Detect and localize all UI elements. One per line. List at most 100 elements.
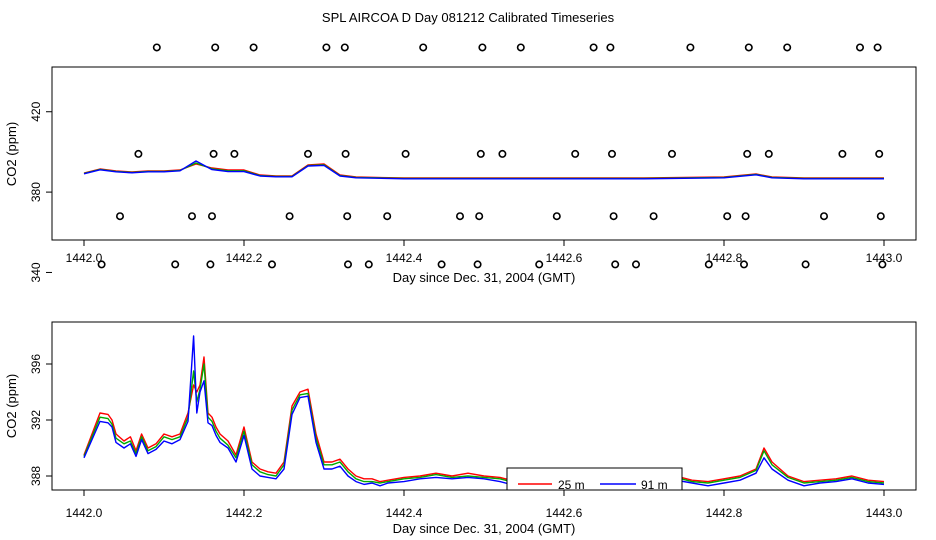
calibration-marker [97, 260, 106, 269]
bottom-plot-frame [51, 321, 917, 491]
calibration-marker [819, 212, 828, 221]
calibration-marker [116, 212, 125, 221]
calibration-marker [649, 212, 658, 221]
series-line-2 [83, 160, 884, 180]
calibration-marker [152, 43, 161, 52]
calibration-marker [206, 260, 215, 269]
calibration-marker [704, 260, 713, 269]
x-tick-label: 1443.0 [866, 251, 903, 265]
top-y-axis-label: CO2 (ppm) [4, 122, 19, 186]
calibration-marker [739, 260, 748, 269]
bottom-y-axis: 388 392 396 [29, 354, 52, 486]
calibration-marker [383, 212, 392, 221]
y-tick-label: 392 [29, 410, 43, 430]
calibration-marker [589, 43, 598, 52]
calibration-marker [209, 149, 218, 158]
calibration-marker [873, 43, 882, 52]
legend: 25 m 91 m [506, 467, 683, 492]
x-tick-label: 1442.0 [66, 251, 103, 265]
calibration-marker [783, 43, 792, 52]
calibration-marker [267, 260, 276, 269]
calibration-marker [723, 212, 732, 221]
calibration-marker [476, 149, 485, 158]
x-tick-label: 1442.4 [386, 506, 423, 520]
calibration-marker [475, 212, 484, 221]
calibration-marker [285, 212, 294, 221]
legend-label-25m: 25 m [558, 478, 585, 492]
chart-title: SPL AIRCOA D Day 081212 Calibrated Times… [322, 10, 615, 25]
x-tick-label: 1442.6 [546, 251, 583, 265]
y-tick-label: 396 [29, 354, 43, 374]
calibration-marker [437, 260, 446, 269]
bottom-y-axis-label: CO2 (ppm) [4, 374, 19, 438]
calibration-marker [211, 43, 220, 52]
series-line-1 [83, 363, 885, 484]
x-tick-label: 1442.8 [706, 251, 743, 265]
calibration-marker [878, 260, 887, 269]
calibration-marker [838, 149, 847, 158]
calibration-marker [606, 43, 615, 52]
calibration-marker [686, 43, 695, 52]
calibration-marker [498, 149, 507, 158]
bottom-series-lines [83, 335, 885, 487]
calibration-marker [876, 212, 885, 221]
calibration-marker [208, 212, 217, 221]
calibration-marker [322, 43, 331, 52]
calibration-marker [535, 260, 544, 269]
top-x-axis-label: Day since Dec. 31, 2004 (GMT) [393, 270, 576, 285]
calibration-marker [855, 43, 864, 52]
calibration-marker [743, 149, 752, 158]
calibration-marker [571, 149, 580, 158]
calibration-marker [744, 43, 753, 52]
y-tick-label: 340 [29, 262, 43, 282]
legend-label-91m: 91 m [641, 478, 668, 492]
calibration-marker [188, 212, 197, 221]
calibration-marker [303, 149, 312, 158]
calibration-marker [516, 43, 525, 52]
calibration-marker [455, 212, 464, 221]
calibration-marker [875, 149, 884, 158]
calibration-marker [552, 212, 561, 221]
calibration-marker [631, 260, 640, 269]
calibration-marker [340, 43, 349, 52]
series-line-2 [83, 335, 885, 487]
x-tick-label: 1442.8 [706, 506, 743, 520]
calibration-marker [249, 43, 258, 52]
calibration-marker [801, 260, 810, 269]
calibration-marker [134, 149, 143, 158]
x-tick-label: 1442.6 [546, 506, 583, 520]
top-plot-frame [51, 66, 917, 241]
calibration-marker [611, 260, 620, 269]
y-tick-label: 388 [29, 466, 43, 486]
y-tick-label: 380 [29, 182, 43, 202]
calibration-marker [667, 149, 676, 158]
bottom-panel: 1442.0 1442.2 1442.4 1442.6 1442.8 1443.0 388… [4, 321, 917, 536]
x-tick-label: 1442.4 [386, 251, 423, 265]
x-tick-label: 1443.0 [866, 506, 903, 520]
bottom-x-axis-label: Day since Dec. 31, 2004 (GMT) [393, 521, 576, 536]
calibration-marker [343, 260, 352, 269]
calibration-marker [764, 149, 773, 158]
calibration-marker [343, 212, 352, 221]
top-y-axis: 340 380 420 [29, 101, 52, 282]
bottom-x-axis: 1442.0 1442.2 1442.4 1442.6 1442.8 1443.0 [66, 490, 903, 520]
series-line-0 [83, 356, 885, 483]
calibration-marker [171, 260, 180, 269]
top-series-lines [83, 160, 884, 180]
calibration-marker [741, 212, 750, 221]
calibration-marker [401, 149, 410, 158]
calibration-marker [473, 260, 482, 269]
top-calibration-markers [97, 43, 887, 269]
top-panel: 1442.0 1442.2 1442.4 1442.6 1442.8 1443.0 340… [4, 43, 917, 285]
calibration-marker [230, 149, 239, 158]
top-x-axis: 1442.0 1442.2 1442.4 1442.6 1442.8 1443.0 [66, 240, 903, 265]
y-tick-label: 420 [29, 101, 43, 121]
calibration-marker [607, 149, 616, 158]
x-tick-label: 1442.2 [226, 251, 263, 265]
x-tick-label: 1442.0 [66, 506, 103, 520]
calibration-marker [478, 43, 487, 52]
x-tick-label: 1442.2 [226, 506, 263, 520]
calibration-marker [341, 149, 350, 158]
calibration-marker [419, 43, 428, 52]
